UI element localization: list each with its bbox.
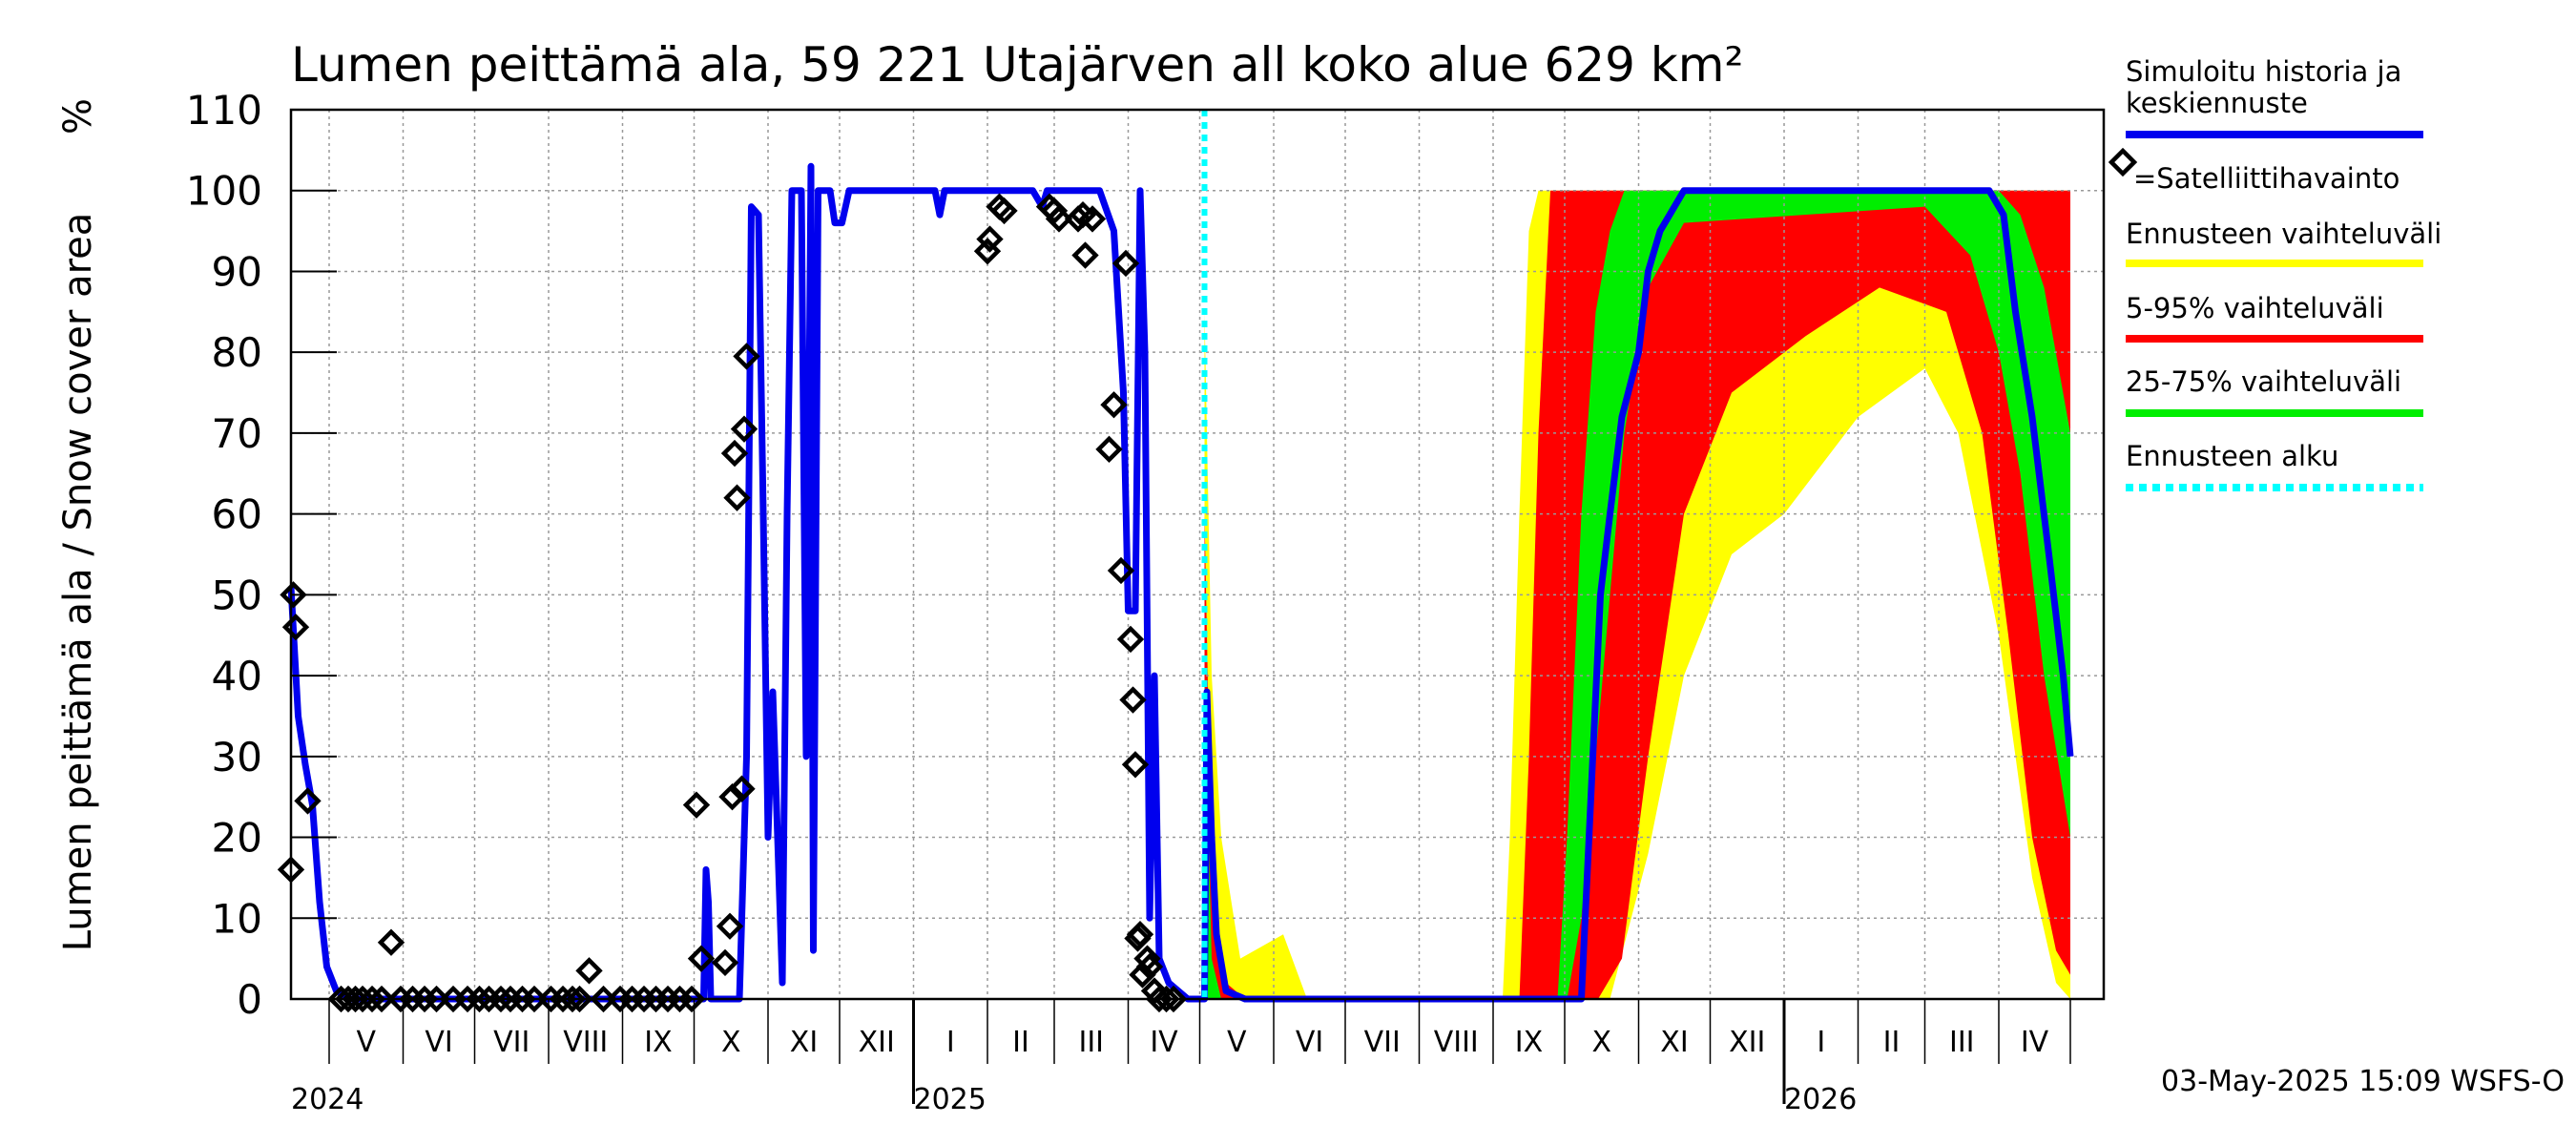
satellite-point (716, 912, 744, 940)
month-label: III (1078, 1026, 1104, 1059)
satellite-markers (277, 193, 1188, 1013)
satellite-point (682, 791, 711, 819)
year-label: 2026 (1784, 1083, 1857, 1116)
y-tick-label: 60 (212, 491, 262, 538)
satellite-point (677, 985, 706, 1013)
satellite-point (718, 782, 746, 811)
satellite-point (720, 439, 749, 468)
satellite-point (558, 985, 587, 1013)
year-label: 2025 (914, 1083, 987, 1116)
satellite-point (1153, 985, 1180, 1013)
month-label: II (1883, 1026, 1901, 1059)
satellite-point (575, 957, 603, 985)
satellite-point (1133, 945, 1161, 972)
month-label: VIII (1434, 1026, 1479, 1059)
satellite-point (976, 225, 1004, 253)
month-label: IV (2021, 1026, 2049, 1059)
y-tick-label: 0 (237, 976, 262, 1023)
month-label: X (1591, 1026, 1611, 1059)
month-label: VI (1296, 1026, 1323, 1059)
legend-label-ennusteen-alku: Ennusteen alku (2126, 440, 2338, 472)
satellite-point (1111, 249, 1140, 278)
legend-swatch-satellite (2108, 147, 2138, 177)
month-label: II (1012, 1026, 1029, 1059)
y-tick-label: 10 (212, 895, 262, 942)
satellite-point (1095, 435, 1123, 464)
y-tick-label: 30 (212, 734, 262, 781)
chart-title: Lumen peittämä ala, 59 221 Utajärven all… (291, 37, 1744, 93)
satellite-point (1045, 205, 1073, 233)
month-label: X (721, 1026, 741, 1059)
legend-label-satellite: =Satelliittihavainto (2133, 162, 2399, 195)
satellite-point (466, 985, 493, 1013)
legend: Simuloitu historia ja keskiennuste =Satell… (2108, 55, 2441, 491)
satellite-point (687, 945, 716, 972)
satellite-point (367, 985, 396, 1013)
month-label: III (1949, 1026, 1975, 1059)
satellite-point (1040, 197, 1069, 225)
y-tick-label: 90 (212, 248, 262, 295)
satellite-point (728, 775, 756, 802)
satellite-point (733, 343, 760, 370)
satellite-point (566, 985, 593, 1013)
y-axis-unit: % (56, 98, 100, 135)
year-label: 2024 (291, 1083, 364, 1116)
satellite-point (358, 985, 386, 1013)
satellite-point (1126, 921, 1154, 948)
satellite-point (487, 985, 515, 1013)
month-label: IX (644, 1026, 672, 1059)
y-tick-label: 70 (212, 410, 262, 457)
y-axis-label: Lumen peittämä ala / Snow cover area (56, 213, 100, 952)
satellite-point (377, 928, 405, 956)
satellite-point (990, 197, 1018, 225)
satellite-point (711, 948, 739, 977)
month-label: XII (1729, 1026, 1765, 1059)
satellite-point (1119, 686, 1147, 714)
month-label: VII (1364, 1026, 1401, 1059)
month-label: IV (1150, 1026, 1178, 1059)
y-tick-label: 110 (186, 87, 262, 134)
satellite-point (1100, 391, 1128, 419)
satellite-point (280, 581, 307, 609)
satellite-point (723, 484, 751, 511)
y-tick-label: 50 (212, 572, 262, 618)
month-label: VIII (563, 1026, 608, 1059)
month-label: XI (1660, 1026, 1688, 1059)
y-tick-label: 20 (212, 815, 262, 862)
satellite-point (348, 985, 377, 1013)
month-label: VI (425, 1026, 452, 1059)
month-label: IX (1515, 1026, 1543, 1059)
satellite-point (1129, 961, 1156, 989)
legend-label-simulated: Simuloitu historia ja keskiennuste (2126, 55, 2401, 119)
legend-label-5-95-vaihteluv-li: 5-95% vaihteluväli (2126, 292, 2384, 324)
month-label: VII (493, 1026, 530, 1059)
month-label: V (1227, 1026, 1247, 1059)
satellite-point (1107, 556, 1135, 585)
satellite-point (1078, 205, 1107, 233)
month-label: XI (790, 1026, 818, 1059)
month-label: I (1817, 1026, 1825, 1059)
month-label: V (356, 1026, 376, 1059)
footer-timestamp: 03-May-2025 15:09 WSFS-O (2161, 1065, 2565, 1098)
y-tick-label: 80 (212, 329, 262, 376)
legend-label-25-75-vaihteluv-li: 25-75% vaihteluväli (2126, 365, 2401, 398)
month-label: I (946, 1026, 955, 1059)
satellite-point (1140, 977, 1169, 1005)
plot-frame (289, 108, 2106, 1001)
satellite-point (1159, 985, 1188, 1013)
satellite-point (730, 415, 758, 443)
y-tick-label: 100 (186, 168, 262, 215)
band-5-95-vaihteluv-li (1204, 190, 2070, 999)
legend-label-ennusteen-vaihteluv-li: Ennusteen vaihteluväli (2126, 218, 2441, 250)
y-tick-label: 40 (212, 653, 262, 699)
month-label: XII (859, 1026, 895, 1059)
satellite-point (1116, 625, 1145, 654)
satellite-point (1135, 952, 1164, 981)
satellite-point (1071, 241, 1099, 269)
satellite-point (281, 614, 310, 641)
satellite-point (294, 787, 322, 815)
satellite-point (1121, 751, 1150, 779)
